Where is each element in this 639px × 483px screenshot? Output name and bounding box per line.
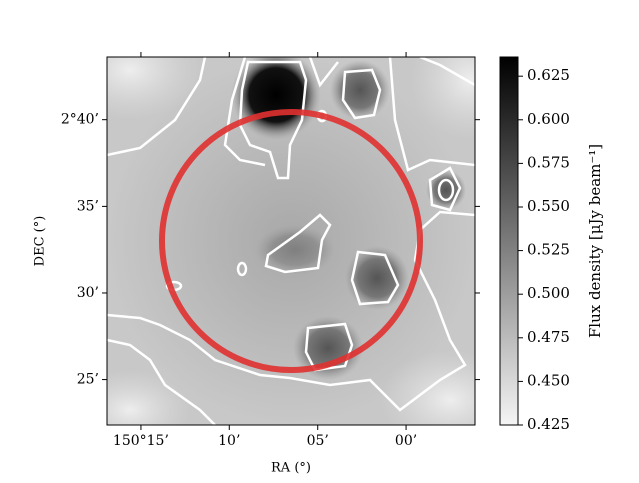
y-axis-label: DEC (°): [33, 216, 48, 267]
colorbar-tick-label: 0.475: [527, 328, 570, 346]
x-tick-label: 10’: [218, 433, 240, 449]
y-tick-label: 25’: [77, 372, 99, 388]
x-axis-label: RA (°): [271, 461, 311, 476]
y-tick-label: 35’: [77, 198, 99, 214]
x-tick-label: 00’: [395, 433, 417, 449]
colorbar-tick-label: 0.625: [527, 66, 570, 84]
colorbar-tick-label: 0.500: [527, 284, 570, 302]
sky-image: [107, 57, 475, 425]
axes-frame: [106, 56, 476, 426]
y-tick-label: 2°40’: [61, 112, 99, 128]
x-tick-label: 150°15’: [113, 433, 169, 449]
colorbar-label: Flux density [μJy beam⁻¹]: [586, 144, 604, 338]
colorbar-tick-label: 0.425: [527, 415, 570, 433]
x-tick-label: 05’: [307, 433, 329, 449]
colorbar: [499, 56, 519, 426]
colorbar-tick-label: 0.450: [527, 371, 570, 389]
colorbar-tick-label: 0.525: [527, 241, 570, 259]
colorbar-tick-label: 0.575: [527, 153, 570, 171]
colorbar-tick-label: 0.550: [527, 197, 570, 215]
colorbar-tick-label: 0.600: [527, 110, 570, 128]
y-tick-label: 30’: [77, 285, 99, 301]
